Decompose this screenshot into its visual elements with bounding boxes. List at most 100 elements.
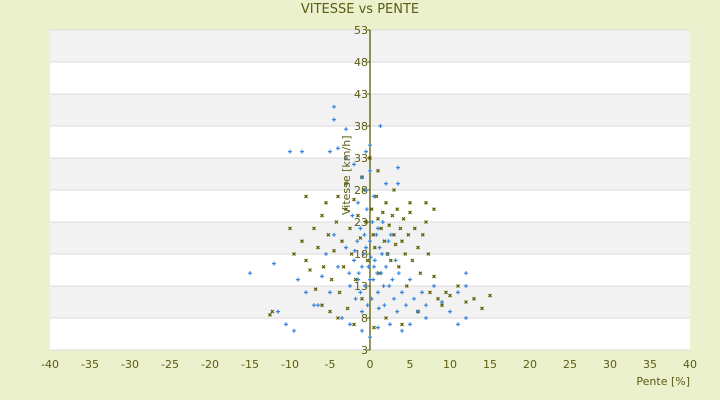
data-point: [440, 303, 444, 308]
data-point: [400, 239, 404, 244]
data-point: [360, 296, 364, 301]
data-point: [336, 194, 340, 199]
data-point: [370, 220, 375, 224]
data-point: [388, 232, 393, 237]
x-tick-label: -25: [161, 358, 179, 371]
data-point: [372, 194, 376, 199]
data-point: [424, 200, 428, 205]
data-point: [382, 239, 387, 244]
y-tick-label: 3: [361, 344, 368, 357]
x-tick-label: -30: [121, 358, 139, 371]
data-point: [292, 328, 296, 333]
data-point: [344, 156, 348, 160]
data-points: [248, 104, 492, 340]
data-point: [390, 213, 395, 218]
series-blue: [248, 104, 468, 340]
data-point: [332, 248, 336, 253]
data-point: [424, 303, 428, 308]
data-point: [332, 104, 336, 109]
data-point: [288, 149, 292, 154]
data-point: [352, 197, 356, 202]
data-point: [388, 258, 393, 263]
data-point: [352, 322, 356, 327]
data-point: [292, 252, 296, 256]
data-point: [410, 258, 415, 263]
data-point: [488, 293, 492, 298]
data-point: [393, 258, 398, 263]
data-point: [396, 165, 400, 170]
data-point: [382, 303, 387, 308]
data-point: [424, 220, 428, 224]
data-point: [372, 325, 376, 330]
x-tick-label: 15: [483, 358, 497, 371]
data-point: [284, 322, 288, 327]
data-point: [396, 271, 401, 276]
data-point: [372, 245, 377, 250]
data-point: [268, 312, 272, 317]
data-point: [380, 252, 384, 256]
data-point: [420, 232, 425, 237]
x-tick-label: -10: [281, 358, 299, 371]
data-point: [340, 316, 344, 320]
data-point: [368, 156, 372, 160]
data-point: [412, 226, 417, 231]
data-point: [356, 213, 360, 218]
x-tick-label: -35: [81, 358, 99, 371]
data-point: [368, 335, 372, 340]
data-point: [360, 328, 364, 333]
data-point: [366, 264, 371, 269]
data-point: [436, 296, 440, 301]
data-point: [344, 207, 348, 212]
data-point: [384, 181, 388, 186]
data-point: [398, 226, 403, 231]
data-point: [393, 242, 398, 247]
data-point: [379, 226, 384, 231]
data-point: [408, 210, 412, 215]
data-point: [384, 264, 388, 269]
data-point: [304, 258, 308, 263]
data-point: [440, 300, 444, 304]
data-point: [348, 322, 352, 327]
data-point: [432, 207, 436, 212]
data-point: [270, 309, 275, 314]
data-point: [344, 181, 348, 186]
data-point: [361, 188, 366, 192]
data-point: [472, 296, 476, 301]
data-point: [400, 322, 404, 327]
data-point: [321, 264, 326, 269]
data-point: [248, 271, 252, 276]
data-point: [332, 117, 336, 122]
data-point: [355, 239, 360, 244]
x-tick-label: 30: [603, 358, 617, 371]
data-point: [344, 245, 348, 250]
data-point: [304, 290, 308, 295]
x-tick-label: -15: [241, 358, 259, 371]
data-point: [432, 284, 436, 288]
data-point: [350, 213, 355, 218]
data-point: [375, 271, 380, 276]
y-tick-label: 33: [354, 152, 368, 165]
data-point: [328, 290, 332, 295]
data-point: [448, 309, 452, 314]
data-point: [384, 200, 388, 205]
data-point: [320, 303, 324, 308]
data-point: [412, 296, 416, 301]
data-point: [374, 232, 379, 237]
data-point: [348, 284, 352, 288]
data-point: [332, 232, 336, 237]
data-point: [464, 316, 468, 320]
data-point: [360, 264, 364, 269]
y-tick-label: 53: [354, 24, 368, 37]
data-point: [420, 290, 424, 295]
data-point: [426, 252, 431, 256]
data-point: [356, 200, 360, 205]
data-point: [392, 296, 396, 301]
data-point: [386, 239, 391, 244]
data-point: [376, 168, 380, 173]
series-olive: [268, 156, 492, 330]
x-tick-label: -20: [201, 358, 219, 371]
y-tick-label: 43: [354, 88, 368, 101]
data-point: [363, 284, 368, 288]
data-point: [432, 274, 436, 279]
